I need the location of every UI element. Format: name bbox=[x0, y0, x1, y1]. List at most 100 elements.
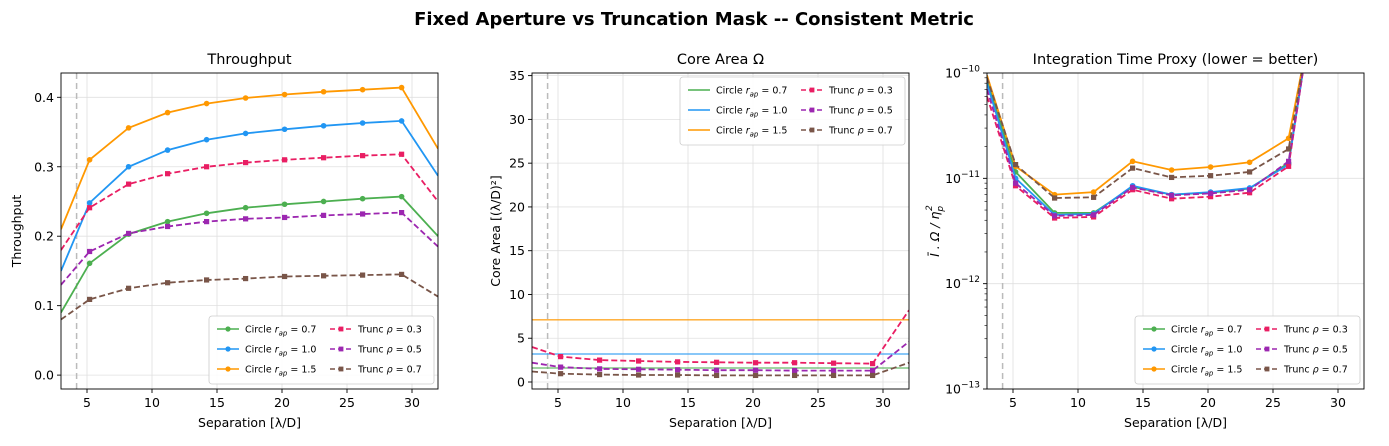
data-point bbox=[320, 122, 327, 129]
legend-value: = 0.7 bbox=[1216, 325, 1242, 336]
legend-label: Circle rap = 0.7 bbox=[716, 86, 787, 99]
legend-symbol-sub: ap bbox=[1205, 370, 1214, 378]
data-point bbox=[753, 367, 759, 373]
data-point bbox=[558, 354, 564, 360]
series-line-trunc_0_5 bbox=[61, 211, 438, 286]
legend-marker bbox=[225, 366, 231, 372]
data-point bbox=[1130, 184, 1136, 191]
y-tick-label: 10−12 bbox=[945, 275, 980, 291]
plot-frame bbox=[986, 72, 1365, 390]
series-line-trunc_0_5 bbox=[987, 73, 1304, 217]
figure-title: Fixed Aperture vs Truncation Mask -- Con… bbox=[414, 9, 974, 30]
x-tick-label: 15 bbox=[1135, 395, 1151, 410]
legend-prefix: Circle bbox=[716, 126, 743, 137]
legend-symbol: ρ bbox=[384, 325, 396, 336]
x-axis-label: Separation [λ/D] bbox=[198, 415, 301, 430]
y-tick-exponent: −12 bbox=[961, 275, 980, 285]
data-point bbox=[1247, 169, 1253, 175]
y-tick-base: 10 bbox=[945, 171, 961, 186]
x-tick-label: 25 bbox=[810, 395, 826, 410]
x-tick-label: 15 bbox=[209, 395, 225, 410]
x-tick-label: 30 bbox=[1330, 395, 1346, 410]
data-point bbox=[281, 201, 288, 208]
y-tick-label: 5 bbox=[517, 331, 525, 346]
legend-symbol: ρ bbox=[1310, 365, 1322, 376]
legend-label: Trunc ρ = 0.5 bbox=[357, 345, 422, 356]
data-point bbox=[1286, 163, 1292, 169]
legend-value: = 0.7 bbox=[867, 126, 893, 137]
x-tick-label: 5 bbox=[83, 395, 91, 410]
series-line-trunc_0_7 bbox=[987, 73, 1303, 199]
legend-prefix: Circle bbox=[716, 86, 743, 97]
legend-label: Trunc ρ = 0.5 bbox=[828, 106, 893, 117]
series-line-circle_1_0 bbox=[61, 119, 438, 272]
legend-marker bbox=[338, 346, 344, 352]
data-point bbox=[1286, 146, 1292, 152]
y-tick-label: 0.0 bbox=[34, 368, 54, 383]
data-point bbox=[870, 368, 876, 374]
data-point bbox=[399, 151, 405, 157]
legend-label: Trunc ρ = 0.7 bbox=[1283, 365, 1348, 376]
legend-prefix: Trunc bbox=[828, 106, 855, 117]
data-point bbox=[243, 216, 249, 222]
x-axis-label: Separation [λ/D] bbox=[1124, 415, 1227, 430]
data-point bbox=[281, 126, 288, 133]
data-point bbox=[203, 100, 210, 107]
panel-title: Core Area Ω bbox=[677, 52, 764, 68]
x-tick-label: 20 bbox=[274, 395, 290, 410]
legend-item-circle_1_5: Circle rap = 1.5 bbox=[217, 365, 316, 378]
data-point bbox=[675, 372, 681, 378]
legend-marker bbox=[1264, 366, 1270, 372]
series-line-circle_1_0 bbox=[987, 73, 1304, 216]
y-tick-exponent: −10 bbox=[961, 65, 980, 75]
data-point bbox=[243, 275, 249, 282]
data-point bbox=[125, 163, 132, 170]
y-tick-label: 15 bbox=[509, 243, 525, 258]
data-point bbox=[359, 120, 366, 126]
data-point bbox=[714, 367, 720, 373]
data-point bbox=[714, 372, 720, 379]
data-point bbox=[636, 366, 642, 372]
legend-value: = 0.7 bbox=[1322, 365, 1348, 376]
data-point bbox=[1091, 194, 1097, 200]
legend-value: = 0.5 bbox=[396, 345, 422, 356]
data-point bbox=[831, 368, 837, 374]
legend-marker bbox=[338, 366, 344, 372]
data-point bbox=[792, 368, 798, 374]
legend-symbol-sub: ap bbox=[750, 111, 759, 119]
data-point bbox=[398, 193, 405, 200]
y-axis-label-sub: p bbox=[936, 206, 946, 213]
data-point bbox=[1013, 183, 1019, 189]
y-tick-label: 0.4 bbox=[34, 90, 54, 105]
x-tick-label: 10 bbox=[615, 395, 631, 410]
data-point bbox=[870, 361, 876, 367]
data-point bbox=[165, 223, 171, 230]
legend-label: Trunc ρ = 0.7 bbox=[828, 126, 893, 137]
legend-item-trunc_0_3: Trunc ρ = 0.3 bbox=[330, 325, 422, 336]
legend-item-trunc_0_3: Trunc ρ = 0.3 bbox=[1256, 325, 1348, 336]
x-tick-label: 25 bbox=[1265, 395, 1281, 410]
legend-value: = 0.7 bbox=[396, 365, 422, 376]
data-point bbox=[165, 171, 171, 177]
legend-item-circle_1_0: Circle rap = 1.0 bbox=[1143, 345, 1242, 358]
y-axis-label: Ī . Ω / ηp2 bbox=[925, 205, 946, 257]
legend-prefix: Circle bbox=[1171, 345, 1198, 356]
data-point bbox=[86, 200, 93, 206]
y-axis-label-sup: 2 bbox=[925, 205, 935, 211]
legend-marker bbox=[1151, 346, 1157, 352]
legend-value: = 1.0 bbox=[290, 345, 316, 356]
y-tick-base: 10 bbox=[945, 382, 961, 397]
x-tick-label: 10 bbox=[144, 395, 160, 410]
legend-symbol-sub: ap bbox=[1205, 330, 1214, 338]
data-point bbox=[242, 204, 249, 211]
legend-item-trunc_0_7: Trunc ρ = 0.7 bbox=[330, 365, 422, 376]
data-point bbox=[164, 109, 171, 116]
legend-label: Circle rap = 0.7 bbox=[245, 325, 316, 338]
data-point bbox=[203, 210, 210, 217]
data-point bbox=[242, 130, 249, 137]
grid bbox=[532, 73, 909, 389]
y-axis-label: Core Area [(λ/D)²] bbox=[488, 175, 503, 286]
legend-symbol: ρ bbox=[1310, 325, 1322, 336]
data-point bbox=[636, 358, 642, 364]
